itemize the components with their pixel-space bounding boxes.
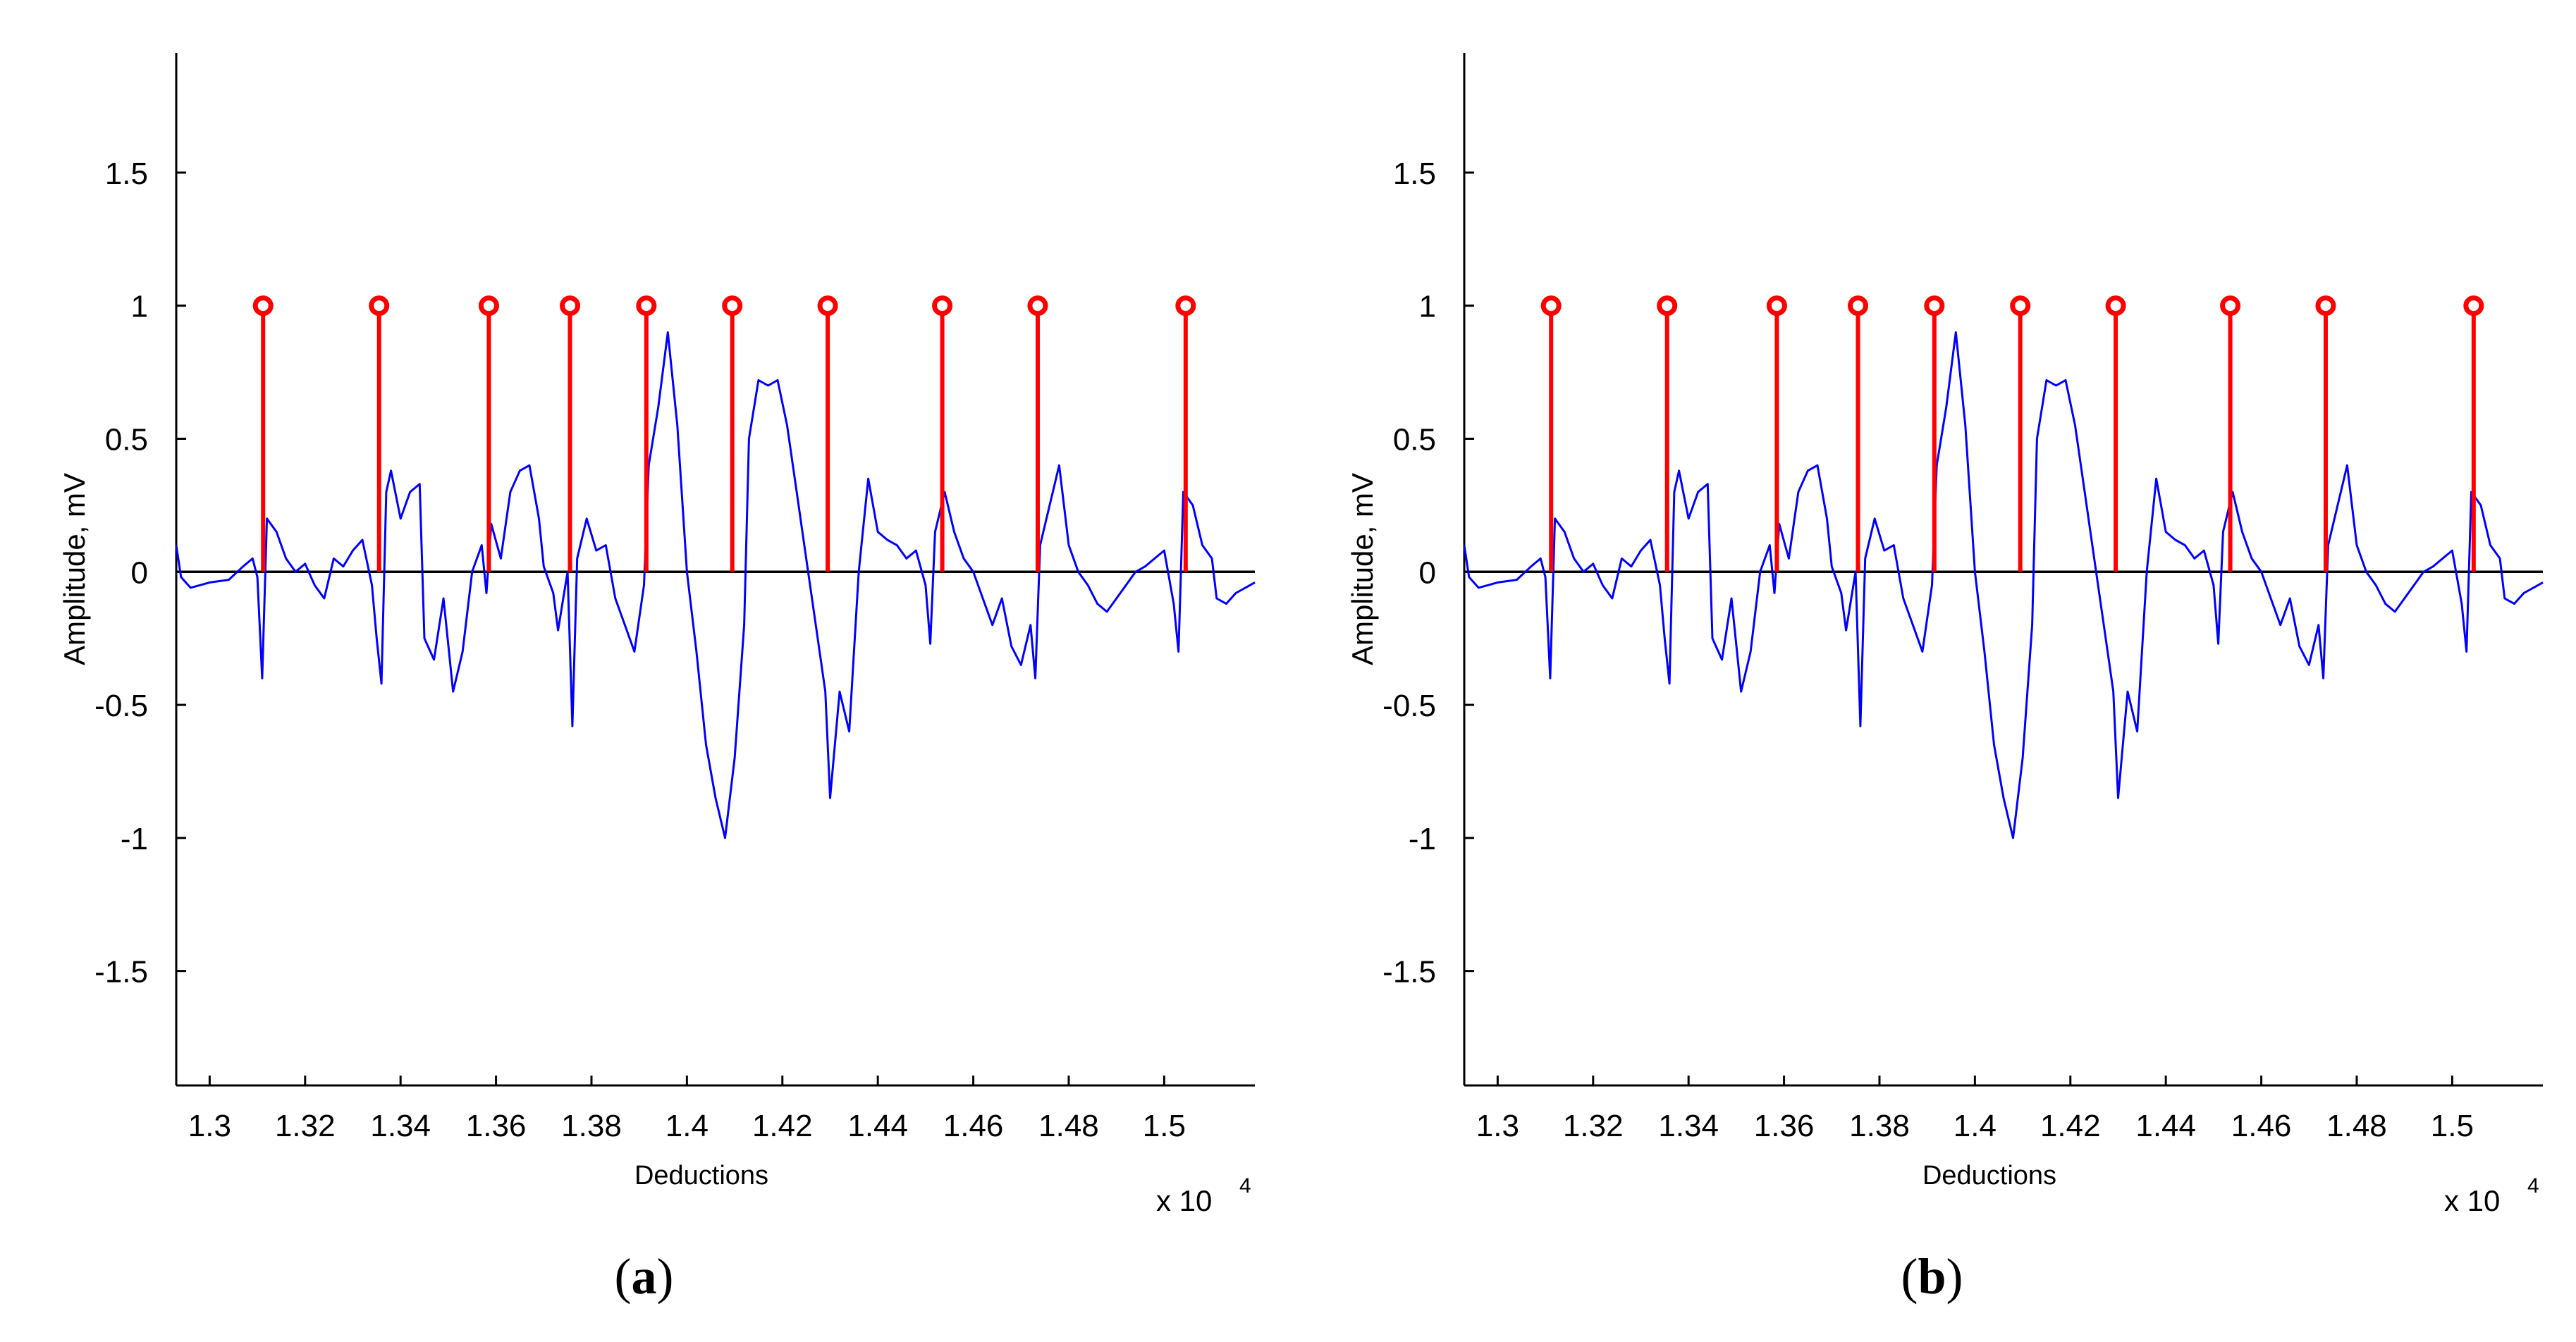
- chart-b-svg: 1.5 1 0.5 0 -0.5 -1 -1.5 1.3 1.32 1.34 1.36 1.38 1.4…: [1346, 53, 2544, 1217]
- peak-marker: [1657, 295, 1678, 316]
- y-axis-label: Amplitude, mV: [58, 473, 91, 665]
- peak-marker: [369, 295, 390, 316]
- peak-marker: [2315, 295, 2336, 316]
- y-tick-label: -0.5: [94, 689, 148, 723]
- x-tick-label: 1.3: [188, 1109, 231, 1143]
- x-tick-label: 1.36: [466, 1109, 527, 1143]
- x-tick-label: 1.48: [2326, 1109, 2387, 1143]
- x-tick-label: 1.48: [1038, 1109, 1099, 1143]
- x-tick-label: 1.34: [1658, 1109, 1719, 1143]
- x-tick-label: 1.42: [2040, 1109, 2101, 1143]
- x-multiplier-exponent: 4: [1239, 1174, 1251, 1198]
- x-tick-label: 1.44: [2135, 1109, 2196, 1143]
- peak-marker: [1848, 295, 1869, 316]
- y-tick-label: 0: [1419, 555, 1436, 590]
- peak-marker: [478, 295, 499, 316]
- y-tick-label: 1: [131, 290, 148, 324]
- y-tick-label: 0: [131, 555, 148, 590]
- x-tick-label: 1.32: [275, 1109, 336, 1143]
- x-tick-label: 1.3: [1476, 1109, 1519, 1143]
- x-multiplier-exponent: 4: [2527, 1174, 2539, 1198]
- x-tick-label: 1.5: [1143, 1109, 1186, 1143]
- peak-marker: [2105, 295, 2126, 316]
- peak-marker: [2463, 295, 2484, 316]
- y-tick-label: 0.5: [105, 422, 148, 457]
- x-axis-label: Deductions: [1922, 1161, 2056, 1190]
- y-tick-label: 1: [1419, 290, 1436, 324]
- y-tick-label: 0.5: [1393, 422, 1436, 457]
- peak-marker: [2010, 295, 2031, 316]
- y-tick-label: -1: [1409, 822, 1436, 856]
- peak-marker: [817, 295, 838, 316]
- peak-marker: [1027, 295, 1048, 316]
- x-tick-label: 1.46: [2231, 1109, 2292, 1143]
- x-tick-label: 1.4: [1954, 1109, 1997, 1143]
- x-tick-label: 1.46: [943, 1109, 1004, 1143]
- x-tick-label: 1.34: [370, 1109, 431, 1143]
- x-tick-label: 1.42: [752, 1109, 813, 1143]
- peak-marker: [636, 295, 657, 316]
- peak-marker: [932, 295, 953, 316]
- x-tick-label: 1.36: [1754, 1109, 1815, 1143]
- y-tick-label: -1: [121, 822, 148, 856]
- chart-a-svg: 1.5 1 0.5 0 -0.5 -1 -1.5 1.3 1.32 1.34 1.36 1.38 1.4…: [58, 53, 1256, 1217]
- chart-panel-a: 1.5 1 0.5 0 -0.5 -1 -1.5 1.3 1.32 1.34 1.36 1.38 1.4…: [58, 53, 1256, 1305]
- peak-marker: [1175, 295, 1196, 316]
- chart-panel-b: 1.5 1 0.5 0 -0.5 -1 -1.5 1.3 1.32 1.34 1.36 1.38 1.4…: [1288, 0, 2576, 1342]
- x-tick-label: 1.38: [561, 1109, 622, 1143]
- x-axis-label: Deductions: [634, 1161, 768, 1190]
- y-tick-label: 1.5: [105, 156, 148, 191]
- x-tick-label: 1.44: [847, 1109, 908, 1143]
- x-tick-label: 1.5: [2431, 1109, 2474, 1143]
- ecg-signal-line: [1463, 331, 2544, 839]
- panel-label-b: (b): [1901, 1248, 1963, 1305]
- panel-label-a: (a): [614, 1248, 674, 1305]
- peak-marker: [560, 295, 581, 316]
- x-multiplier: x 10: [2444, 1184, 2500, 1217]
- x-tick-label: 1.38: [1849, 1109, 1910, 1143]
- y-tick-label: 1.5: [1393, 156, 1436, 191]
- y-axis-label: Amplitude, mV: [1346, 473, 1379, 665]
- x-tick-label: 1.32: [1563, 1109, 1624, 1143]
- peak-marker: [2220, 295, 2241, 316]
- ecg-signal-line: [175, 331, 1256, 839]
- x-multiplier: x 10: [1156, 1184, 1212, 1217]
- peak-marker: [722, 295, 743, 316]
- x-tick-label: 1.4: [666, 1109, 709, 1143]
- y-tick-label: -0.5: [1382, 689, 1436, 723]
- peak-marker: [1766, 295, 1787, 316]
- peak-marker: [252, 295, 274, 316]
- peak-marker: [1924, 295, 1945, 316]
- y-tick-label: -1.5: [94, 955, 148, 990]
- peak-marker: [1540, 295, 1562, 316]
- y-tick-label: -1.5: [1382, 955, 1436, 990]
